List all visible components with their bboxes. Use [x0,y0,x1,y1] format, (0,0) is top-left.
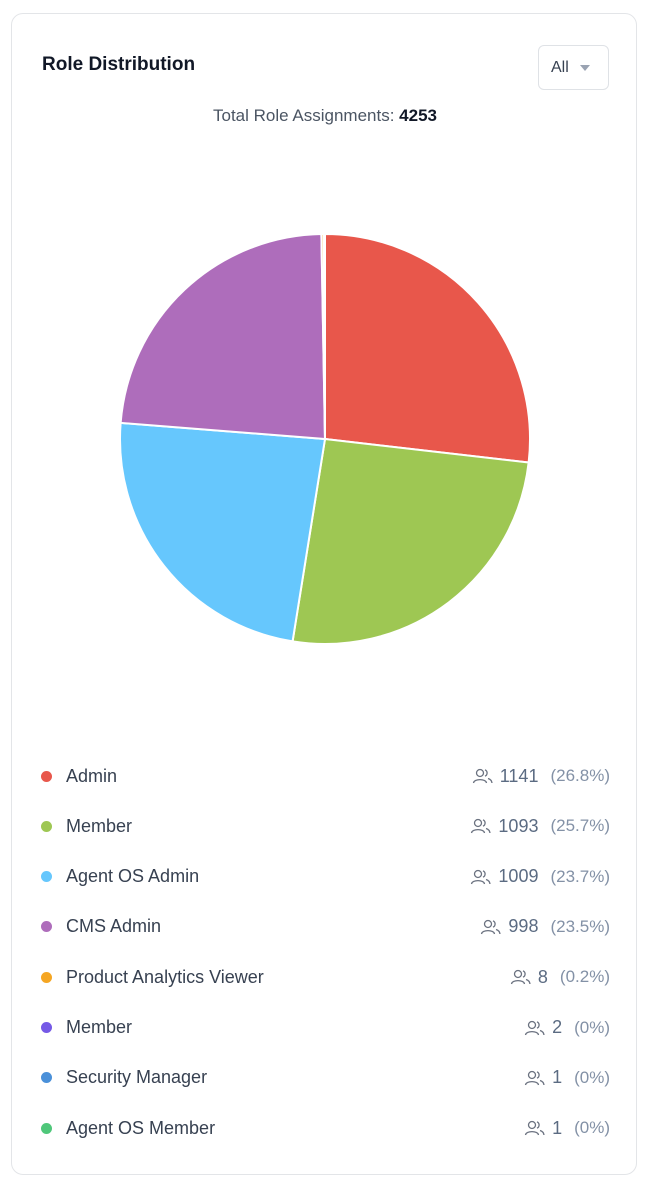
legend-dot [41,1072,52,1084]
pie-slice [119,233,326,440]
legend-count: 2 [552,1017,563,1037]
legend-name: Agent OS Member [66,1117,216,1138]
legend-dot [41,921,52,933]
legend-name: Member [66,1017,133,1037]
legend-percent: (25.7%) [550,816,610,836]
legend-dot [41,1022,52,1033]
legend-dot [41,770,52,782]
pie-slice [291,438,530,645]
total-label: Total Role Assignments: [213,106,395,125]
legend-percent: (0%) [574,1118,610,1138]
legend-name: Product Analytics Viewer [66,966,264,987]
users-icon [510,970,531,985]
users-icon [472,768,493,784]
legend-count: 998 [508,916,539,937]
users-icon [524,1070,545,1086]
users-icon [524,1020,545,1035]
legend-item: Admin 1141 (26.8%) [41,761,610,791]
filter-dropdown[interactable]: All [538,45,609,90]
legend-dot [41,820,52,832]
total: Total Role Assignments: 4253 [12,106,638,126]
legend-count: 1 [552,1067,563,1088]
legend-item: CMS Admin 998 (23.5%) [41,912,610,942]
legend-count: 1009 [498,866,539,887]
legend-count: 1141 [499,765,539,786]
legend-percent: (0.2%) [559,967,610,987]
legend-name: CMS Admin [66,916,162,937]
users-icon [524,1120,545,1136]
legend-count: 1 [552,1117,563,1138]
legend-item: Product Analytics Viewer 8 (0.2%) [41,962,610,992]
legend-item: Agent OS Admin 1009 (23.7%) [41,862,610,892]
legend-name: Agent OS Admin [66,866,200,887]
legend-percent: (23.5%) [550,916,610,936]
legend-item: Member 1093 (25.7%) [41,811,610,841]
dropdown-caret [579,64,590,71]
users-icon [471,869,492,884]
legend-dot [41,1122,52,1134]
legend-item: Member 2 (0%) [41,1013,610,1043]
card-title: Role Distribution [42,54,196,75]
legend-name: Security Manager [66,1067,208,1088]
filter-label: All [551,58,569,76]
legend-name: Admin [66,765,118,786]
card: Role Distribution All Total Role Assignm… [11,13,637,1175]
users-icon [471,819,492,834]
legend-dot [41,971,52,983]
users-icon [481,919,502,935]
legend-count: 8 [537,966,548,987]
total-value: 4253 [399,106,437,125]
legend-percent: (26.8%) [550,766,610,785]
legend-percent: (0%) [574,1067,610,1087]
legend-percent: (23.7%) [550,866,610,886]
legend-name: Member [66,815,133,836]
legend-item: Agent OS Member 1 (0%) [41,1113,610,1143]
legend-dot [41,871,52,883]
pie-chart [119,232,531,645]
legend-percent: (0%) [574,1017,610,1037]
legend-item: Security Manager 1 (0%) [41,1063,610,1093]
legend-count: 1093 [498,815,539,836]
pie-slice [119,421,326,643]
pie-slice [324,233,531,464]
